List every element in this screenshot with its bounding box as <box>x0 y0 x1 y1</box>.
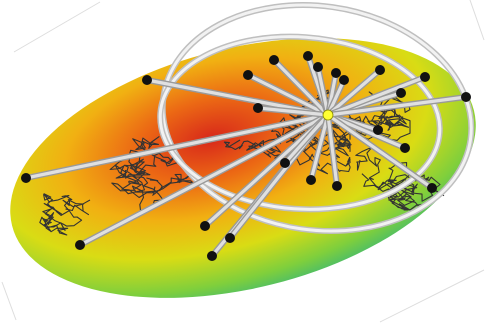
vertex-node <box>243 70 253 80</box>
vertex-node <box>375 65 385 75</box>
vertex-node <box>269 55 279 65</box>
spoke <box>326 75 427 117</box>
vertex-node <box>461 92 471 102</box>
vertex-node <box>142 75 152 85</box>
spoke <box>256 106 330 117</box>
vertex-nodes <box>21 51 471 261</box>
vertex-node <box>21 173 31 183</box>
vertex-node <box>313 62 323 72</box>
spoke <box>326 68 382 117</box>
vertex-node <box>225 233 235 243</box>
vertex-node <box>253 103 263 113</box>
ring-orbits <box>157 2 475 234</box>
spoke <box>326 113 339 188</box>
vertex-node <box>339 75 349 85</box>
vertex-node <box>400 143 410 153</box>
vertex-node <box>207 251 217 261</box>
hub-node <box>322 109 334 121</box>
vertex-node <box>427 183 437 193</box>
spoke <box>78 113 330 247</box>
radial-spokes <box>23 53 469 259</box>
spoke <box>246 73 330 117</box>
vertex-node <box>303 51 313 61</box>
vertex-node <box>331 68 341 78</box>
spoke <box>326 113 434 190</box>
tangle-segment <box>39 193 91 236</box>
spoke <box>309 113 330 182</box>
spoke <box>283 113 330 165</box>
vertex-node <box>420 72 430 82</box>
vertex-node <box>396 88 406 98</box>
spoke <box>24 113 330 180</box>
spoke <box>326 95 468 117</box>
vertex-node <box>306 175 316 185</box>
vertex-node <box>373 125 383 135</box>
spoke <box>272 58 330 117</box>
tangle-segment <box>289 89 411 150</box>
vertex-node <box>200 221 210 231</box>
spoke <box>316 65 330 117</box>
vertex-node <box>75 240 85 250</box>
tangle-segment <box>109 136 196 213</box>
vertex-node <box>332 181 342 191</box>
vertex-node <box>280 158 290 168</box>
